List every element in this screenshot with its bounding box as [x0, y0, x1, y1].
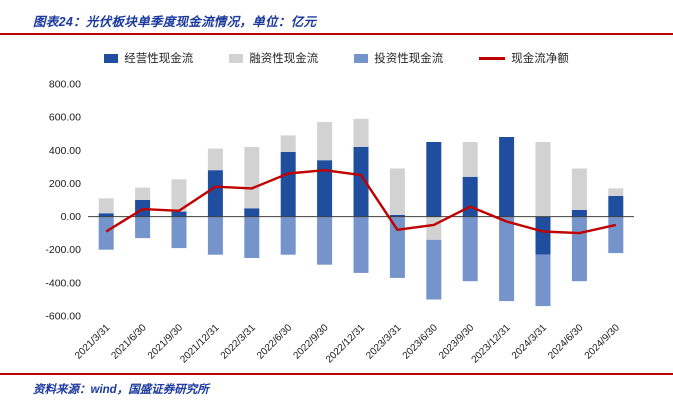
- bar-segment: [571, 168, 587, 210]
- bar-segment: [608, 188, 624, 196]
- svg-text:2021/3/31: 2021/3/31: [73, 322, 113, 362]
- y-axis-tick-labels: 800.00 600.00 400.00 200.00 0.00 -200.00 -400.…: [45, 79, 81, 323]
- operating-cashflow-swatch-icon: [104, 53, 119, 63]
- bar-segment: [353, 216, 369, 273]
- svg-text:-600.00: -600.00: [45, 311, 81, 323]
- net-cashflow-line: [105, 168, 617, 235]
- top-divider-rule: [0, 33, 673, 35]
- bar-segment: [571, 216, 587, 282]
- bar-segment: [535, 142, 551, 217]
- x-axis-tick-labels: 2021/3/312021/6/302021/9/302021/12/31202…: [73, 322, 622, 365]
- svg-text:2024/9/30: 2024/9/30: [583, 322, 623, 362]
- chart-title: 图表24：光伏板块单季度现金流情况，单位：亿元: [33, 15, 317, 29]
- bar-segment: [135, 216, 151, 239]
- bar-segment: [608, 195, 624, 217]
- bar-segment: [98, 216, 114, 250]
- bar-segment: [462, 142, 478, 177]
- bar-segment: [571, 209, 587, 217]
- svg-text:2024/6/30: 2024/6/30: [546, 322, 586, 362]
- svg-text:-400.00: -400.00: [45, 277, 81, 289]
- bar-segment: [171, 216, 187, 249]
- bar-segment: [317, 216, 333, 265]
- bar-segment: [389, 216, 405, 278]
- legend-label: 现金流净额: [511, 53, 569, 65]
- bar-segment: [535, 216, 551, 255]
- bar-segment: [389, 214, 405, 217]
- svg-text:-200.00: -200.00: [45, 244, 81, 256]
- chart-legend: 经营性现金流 融资性现金流 投资性现金流 现金流净额: [0, 50, 673, 66]
- bottom-divider-rule: [0, 373, 673, 375]
- bar-segment: [135, 187, 151, 200]
- legend-item-net-cashflow: 现金流净额: [479, 50, 569, 66]
- bar-segment: [244, 147, 260, 209]
- svg-text:2023/6/30: 2023/6/30: [401, 322, 441, 362]
- bar-segment: [280, 135, 296, 152]
- svg-text:800.00: 800.00: [49, 79, 81, 91]
- bar-segment: [426, 216, 442, 240]
- svg-text:2023/3/31: 2023/3/31: [364, 322, 404, 362]
- svg-text:600.00: 600.00: [49, 112, 81, 124]
- stacked-bars: [98, 118, 624, 307]
- bar-segment: [317, 122, 333, 161]
- svg-text:2022/3/31: 2022/3/31: [219, 322, 259, 362]
- bar-segment: [608, 216, 624, 254]
- bar-segment: [98, 198, 114, 214]
- bar-segment: [171, 179, 187, 212]
- bar-segment: [353, 147, 369, 217]
- bar-segment: [535, 254, 551, 307]
- legend-item-operating-cashflow: 经营性现金流: [104, 50, 193, 66]
- svg-text:0.00: 0.00: [61, 211, 82, 223]
- svg-text:2022/6/30: 2022/6/30: [255, 322, 295, 362]
- legend-label: 经营性现金流: [124, 53, 194, 65]
- bar-segment: [98, 213, 114, 217]
- bar-segment: [207, 216, 223, 255]
- net-cashflow-line-swatch-icon: [479, 56, 506, 60]
- svg-text:2021/12/31: 2021/12/31: [178, 322, 221, 365]
- bar-segment: [280, 216, 296, 255]
- cashflow-chart-svg: 800.00 600.00 400.00 200.00 0.00 -200.00 -400.…: [45, 79, 634, 366]
- bar-segment: [317, 160, 333, 217]
- cashflow-chart: 800.00 600.00 400.00 200.00 0.00 -200.00 -400.…: [14, 72, 664, 370]
- bar-segment: [389, 168, 405, 215]
- svg-text:2023/12/31: 2023/12/31: [470, 322, 513, 365]
- legend-item-financing-cashflow: 融资性现金流: [229, 50, 318, 66]
- source-note: 资料来源：wind，国盛证券研究所: [33, 384, 209, 396]
- bar-segment: [171, 211, 187, 217]
- legend-label: 投资性现金流: [374, 53, 444, 65]
- financing-cashflow-swatch-icon: [229, 53, 244, 63]
- bar-segment: [207, 170, 223, 217]
- bar-segment: [244, 208, 260, 217]
- legend-label: 融资性现金流: [249, 53, 319, 65]
- bar-segment: [353, 118, 369, 147]
- svg-text:400.00: 400.00: [49, 145, 81, 157]
- bar-segment: [499, 216, 515, 302]
- investing-cashflow-swatch-icon: [354, 53, 369, 63]
- bar-segment: [426, 239, 442, 300]
- svg-text:2022/12/31: 2022/12/31: [324, 322, 367, 365]
- svg-text:2024/3/31: 2024/3/31: [510, 322, 550, 362]
- svg-text:2021/6/30: 2021/6/30: [109, 322, 149, 362]
- bar-segment: [462, 216, 478, 282]
- legend-item-investing-cashflow: 投资性现金流: [354, 50, 443, 66]
- bar-segment: [280, 151, 296, 217]
- bar-segment: [462, 176, 478, 217]
- bar-segment: [207, 148, 223, 171]
- bar-segment: [499, 137, 515, 217]
- bar-segment: [426, 142, 442, 217]
- svg-text:200.00: 200.00: [49, 178, 81, 190]
- bar-segment: [244, 216, 260, 258]
